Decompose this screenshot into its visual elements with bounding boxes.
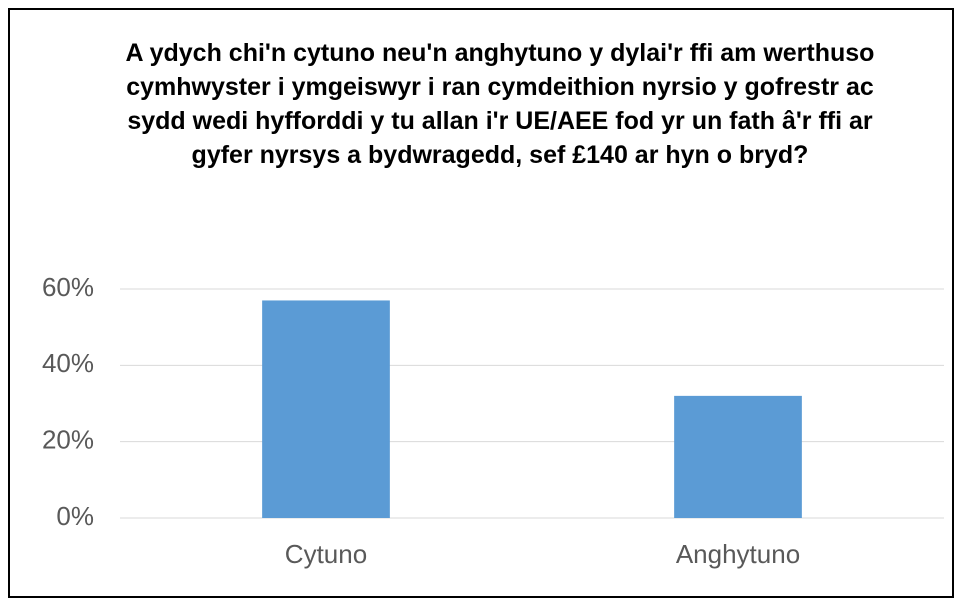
page: 0% 20% 40% 60% Cytuno Anghytuno A ydych chi'n…	[8, 8, 954, 598]
y-tick-label: 60%	[42, 272, 94, 302]
bar	[674, 395, 802, 518]
chart: 0% 20% 40% 60% Cytuno Anghytuno	[42, 272, 944, 569]
y-tick-label: 0%	[56, 501, 94, 531]
x-tick-label: Anghytuno	[676, 539, 800, 569]
y-tick-label: 40%	[42, 348, 94, 378]
x-tick-label: Cytuno	[285, 539, 367, 569]
chart-title: A ydych chi'n cytuno neu'n anghytuno y d…	[125, 39, 875, 169]
y-tick-label: 20%	[42, 425, 94, 455]
bar	[262, 300, 390, 518]
